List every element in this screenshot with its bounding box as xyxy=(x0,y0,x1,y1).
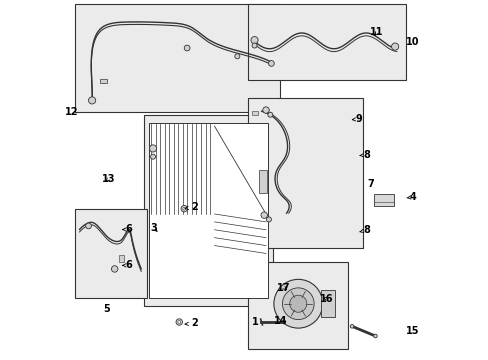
Text: 16: 16 xyxy=(320,294,333,304)
Text: 17: 17 xyxy=(277,283,290,293)
Circle shape xyxy=(149,145,156,152)
Text: 2: 2 xyxy=(184,319,197,328)
Text: 13: 13 xyxy=(102,174,115,184)
Circle shape xyxy=(88,97,96,104)
Circle shape xyxy=(251,43,257,48)
Text: 15: 15 xyxy=(406,325,419,336)
Circle shape xyxy=(85,223,91,229)
Text: 10: 10 xyxy=(405,37,418,47)
Text: 14: 14 xyxy=(274,316,287,325)
Bar xyxy=(75,209,147,298)
Bar xyxy=(373,194,393,206)
Bar xyxy=(247,262,348,348)
Circle shape xyxy=(349,324,353,328)
Circle shape xyxy=(176,319,182,325)
Text: 9: 9 xyxy=(351,114,362,124)
Bar xyxy=(119,255,124,262)
Text: 3: 3 xyxy=(150,224,157,233)
Circle shape xyxy=(267,112,272,117)
Circle shape xyxy=(181,206,187,212)
Text: 5: 5 xyxy=(103,304,110,314)
Circle shape xyxy=(373,334,376,338)
Bar xyxy=(258,170,266,193)
Text: 11: 11 xyxy=(370,27,383,37)
Bar xyxy=(149,123,267,298)
Bar xyxy=(247,98,362,248)
Circle shape xyxy=(184,45,190,51)
Bar xyxy=(247,4,405,80)
Text: 8: 8 xyxy=(359,150,369,160)
Circle shape xyxy=(273,279,322,328)
Text: 6: 6 xyxy=(122,225,132,234)
Circle shape xyxy=(268,60,274,66)
Circle shape xyxy=(178,320,180,323)
Text: 1: 1 xyxy=(251,317,258,327)
Circle shape xyxy=(234,54,239,59)
Bar xyxy=(144,116,273,306)
Circle shape xyxy=(250,37,258,44)
Bar xyxy=(100,79,106,83)
Text: 7: 7 xyxy=(366,179,373,189)
Circle shape xyxy=(282,288,313,320)
Text: 2: 2 xyxy=(184,202,197,212)
Text: 12: 12 xyxy=(65,107,78,117)
Circle shape xyxy=(111,266,118,272)
Circle shape xyxy=(282,320,285,324)
Bar xyxy=(251,111,258,116)
Circle shape xyxy=(150,154,155,159)
Circle shape xyxy=(262,107,269,113)
Circle shape xyxy=(266,217,271,222)
Bar xyxy=(320,290,335,317)
Text: 6: 6 xyxy=(122,260,132,270)
Text: 4: 4 xyxy=(406,192,416,202)
Circle shape xyxy=(391,43,398,50)
Circle shape xyxy=(183,207,185,210)
Text: 8: 8 xyxy=(359,225,369,235)
Bar xyxy=(75,4,279,112)
Circle shape xyxy=(261,212,267,219)
Circle shape xyxy=(289,295,306,312)
